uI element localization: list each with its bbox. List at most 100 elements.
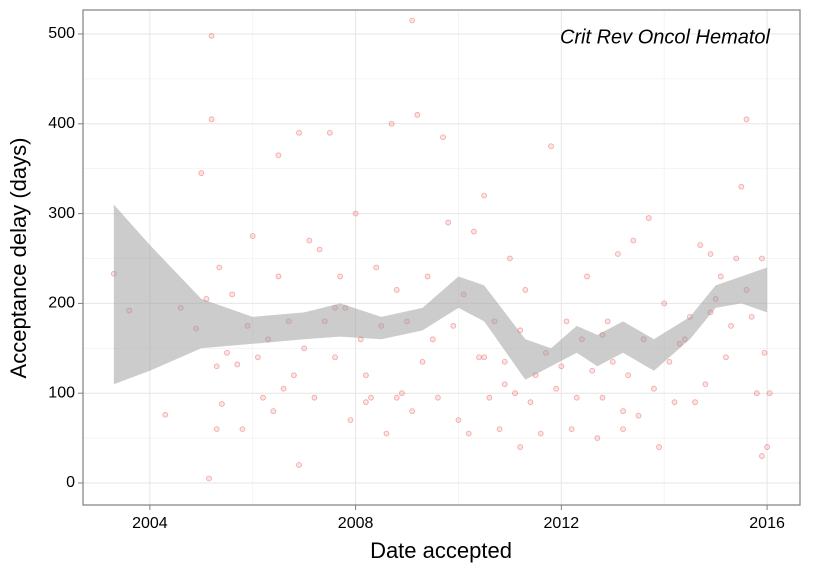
- point: [450, 322, 457, 329]
- point: [311, 394, 318, 401]
- point: [620, 426, 626, 433]
- point: [743, 116, 750, 123]
- point: [445, 219, 452, 226]
- plot-border: [82, 9, 801, 506]
- point: [728, 322, 734, 329]
- point: [563, 318, 570, 325]
- point: [609, 358, 616, 365]
- point: [666, 358, 673, 365]
- point: [393, 287, 400, 293]
- point: [501, 358, 508, 365]
- point: [393, 394, 400, 401]
- point: [522, 287, 529, 293]
- point: [738, 183, 745, 190]
- point: [753, 390, 760, 397]
- point: [465, 430, 472, 437]
- point: [568, 426, 575, 433]
- point: [553, 385, 560, 392]
- point: [409, 17, 416, 24]
- point: [651, 385, 657, 392]
- point: [573, 394, 580, 401]
- point: [759, 255, 765, 262]
- x-tick-label: 2012: [544, 515, 580, 532]
- point: [275, 152, 282, 159]
- point: [766, 390, 773, 397]
- point: [388, 120, 395, 127]
- point: [733, 255, 740, 262]
- point: [723, 354, 729, 361]
- point: [717, 273, 724, 280]
- point: [481, 354, 488, 361]
- point: [368, 394, 374, 401]
- point: [280, 385, 287, 392]
- point: [615, 251, 621, 257]
- point: [296, 129, 302, 136]
- point: [296, 462, 302, 468]
- point: [604, 318, 611, 325]
- point: [692, 399, 698, 406]
- point: [501, 381, 508, 388]
- point: [558, 363, 565, 370]
- point: [398, 390, 405, 397]
- point: [213, 426, 220, 433]
- point: [759, 453, 765, 459]
- point: [671, 399, 678, 406]
- point: [373, 264, 380, 271]
- point: [249, 233, 256, 239]
- point: [537, 430, 544, 437]
- y-axis-title: Acceptance delay (days): [6, 138, 31, 379]
- point: [414, 111, 421, 118]
- x-tick-label: 2016: [749, 515, 785, 532]
- point: [645, 215, 652, 221]
- y-tick-label: 100: [48, 384, 75, 401]
- point: [270, 408, 277, 415]
- point: [594, 435, 601, 441]
- point: [383, 430, 390, 437]
- point: [213, 363, 220, 370]
- point: [362, 372, 369, 379]
- point: [481, 192, 488, 199]
- point: [424, 273, 431, 280]
- point: [548, 143, 554, 150]
- point: [584, 273, 590, 280]
- point: [208, 32, 215, 39]
- point: [290, 372, 297, 379]
- point: [661, 300, 668, 307]
- point: [229, 291, 236, 298]
- point: [455, 417, 462, 424]
- point: [206, 475, 212, 482]
- point: [316, 246, 323, 253]
- point: [707, 251, 714, 257]
- point: [306, 237, 313, 244]
- point: [239, 426, 246, 433]
- point: [748, 313, 755, 320]
- point: [162, 411, 169, 418]
- point: [362, 399, 369, 406]
- confidence-band: [113, 204, 768, 385]
- annotation: Crit Rev Oncol Hematol: [560, 26, 771, 48]
- point: [301, 345, 308, 352]
- point: [656, 444, 662, 450]
- point: [337, 273, 344, 280]
- y-tick-label: 300: [48, 205, 75, 222]
- point: [761, 349, 768, 356]
- point: [419, 358, 426, 365]
- point: [347, 417, 354, 424]
- point: [326, 129, 333, 136]
- point: [486, 394, 493, 401]
- point: [224, 349, 230, 356]
- point: [476, 354, 482, 361]
- y-tick-label: 0: [66, 474, 75, 491]
- point: [429, 336, 436, 343]
- point: [589, 367, 596, 374]
- point: [517, 444, 524, 450]
- y-tick-label: 400: [48, 115, 75, 132]
- y-tick-label: 200: [48, 295, 75, 312]
- point: [434, 394, 441, 401]
- point: [216, 264, 223, 271]
- x-tick-label: 2004: [132, 515, 168, 532]
- point: [471, 228, 477, 235]
- point: [625, 372, 632, 379]
- x-tick-label: 2008: [338, 515, 374, 532]
